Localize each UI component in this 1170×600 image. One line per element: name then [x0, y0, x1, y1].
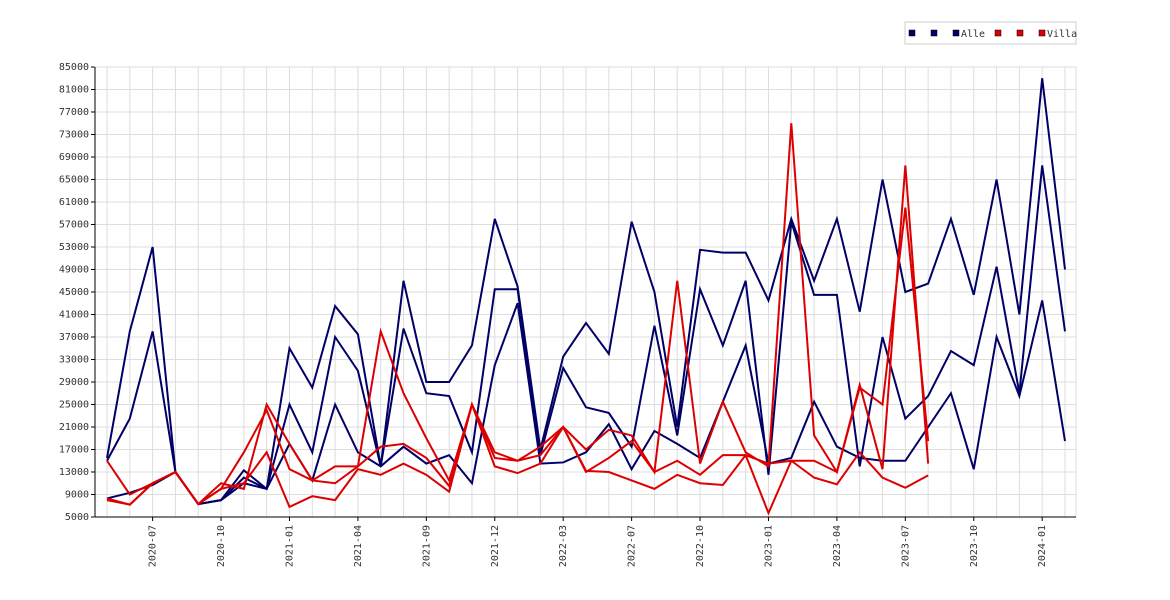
- x-tick-label: 2021-12: [490, 525, 501, 567]
- x-tick-label: 2021-09: [421, 525, 432, 567]
- y-tick-label: 69000: [59, 152, 89, 163]
- x-tick-label: 2023-10: [969, 525, 980, 567]
- y-tick-label: 41000: [59, 310, 89, 321]
- series-line: [106, 401, 929, 516]
- legend-marker: [1016, 29, 1024, 37]
- legend-marker: [994, 29, 1002, 37]
- x-tick-label: 2022-03: [558, 525, 569, 567]
- y-tick-label: 9000: [65, 490, 89, 501]
- x-tick-label: 2021-04: [353, 525, 364, 567]
- legend-label: Alle: [961, 29, 985, 40]
- legend-marker: [908, 29, 916, 37]
- y-tick-label: 17000: [59, 445, 89, 456]
- y-tick-label: 57000: [59, 220, 89, 231]
- y-tick-label: 29000: [59, 377, 89, 388]
- y-tick-label: 25000: [59, 400, 89, 411]
- legend-marker: [952, 29, 960, 37]
- legend-box: [904, 21, 1077, 45]
- x-tick-label: 2023-01: [763, 525, 774, 567]
- x-tick-label: 2022-10: [695, 525, 706, 567]
- x-tick-label: 2020-07: [148, 525, 159, 567]
- legend-marker: [930, 29, 938, 37]
- y-tick-label: 5000: [65, 512, 89, 523]
- y-tick-label: 65000: [59, 175, 89, 186]
- x-tick-label: 2021-01: [284, 525, 295, 567]
- y-tick-label: 77000: [59, 107, 89, 118]
- x-tick-label: 2023-07: [900, 525, 911, 567]
- x-tick-label: 2023-04: [832, 525, 843, 567]
- y-tick-label: 49000: [59, 265, 89, 276]
- y-tick-label: 37000: [59, 332, 89, 343]
- y-tick-label: 53000: [59, 242, 89, 253]
- legend-marker: [1038, 29, 1046, 37]
- y-tick-label: 61000: [59, 197, 89, 208]
- y-tick-label: 45000: [59, 287, 89, 298]
- legend-label: Villa: [1047, 29, 1077, 40]
- x-tick-label: 2020-10: [216, 525, 227, 567]
- y-tick-label: 13000: [59, 467, 89, 478]
- y-tick-label: 33000: [59, 355, 89, 366]
- y-tick-label: 21000: [59, 422, 89, 433]
- y-tick-label: 73000: [59, 130, 89, 141]
- x-tick-label: 2024-01: [1037, 525, 1048, 567]
- x-tick-label: 2022-07: [627, 525, 638, 567]
- series-line: [106, 300, 1066, 506]
- y-tick-label: 81000: [59, 85, 89, 96]
- y-tick-label: 85000: [59, 62, 89, 73]
